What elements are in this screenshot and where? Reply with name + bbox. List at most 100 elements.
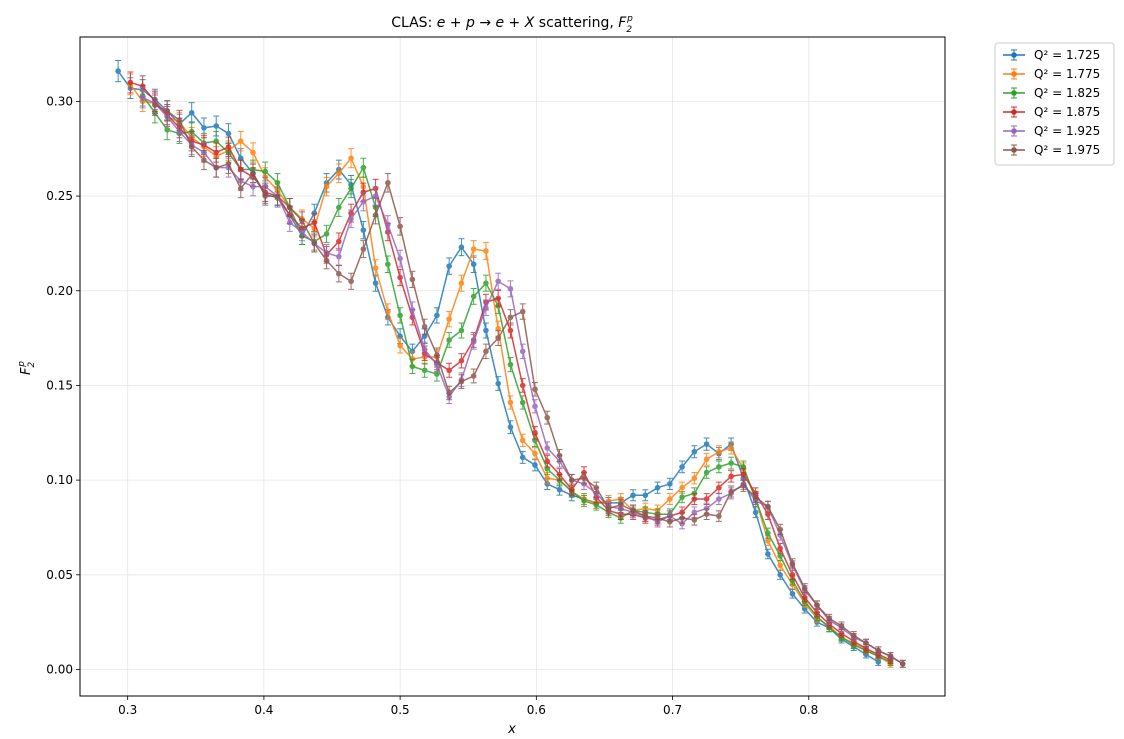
legend: Q² = 1.725 Q² = 1.775 Q² = 1.825 Q² = 1.875… [994,42,1115,166]
data-point [446,390,452,396]
data-point [470,293,477,300]
data-point [470,339,477,345]
data-point [765,537,771,544]
data-point [765,551,771,557]
data-point [446,263,452,269]
data-point [777,545,783,552]
data-point [336,170,342,177]
plot-frame [79,36,946,697]
data-point [495,295,501,302]
data-point [850,632,857,639]
data-point [863,640,869,646]
data-point [532,386,538,393]
data-point [250,149,256,156]
title-math: e + p → e + X [437,15,535,31]
legend-entry: Q² = 1.875 [1034,105,1100,119]
data-point [691,509,698,516]
title-sub: 2 [626,25,632,35]
data-point [421,346,428,353]
data-point [127,79,134,86]
data-point [507,286,514,292]
data-point [728,473,734,480]
data-point [691,517,698,523]
data-point [434,371,440,377]
data-point [409,306,416,313]
data-point [237,138,244,144]
data-point [642,513,649,519]
data-point [397,342,403,349]
data-point [188,109,195,116]
data-point [801,585,808,591]
data-point [458,244,465,250]
data-point [777,562,783,569]
data-point [139,94,146,101]
data-point [728,488,734,495]
data-point [691,448,698,455]
data-point [274,180,281,186]
data-point [446,367,452,374]
data-point [544,414,551,421]
data-point [336,253,342,260]
data-point [630,507,636,514]
y-tick-label: 0.30 [46,94,73,108]
y-tick-label: 0.10 [46,473,73,487]
legend-marker [1011,147,1017,153]
series-layer [115,59,906,668]
data-point [703,456,710,463]
x-axis-label: x [507,722,516,737]
data-point [360,164,367,171]
data-point [507,361,514,368]
data-point [728,460,734,466]
legend-marker [1011,90,1017,96]
y-tick-label: 0.15 [46,378,73,392]
data-point [703,511,710,518]
data-point [458,378,465,385]
x-tick-label: 0.4 [254,703,273,717]
data-point [667,481,673,487]
data-point [237,155,244,161]
data-point [556,486,563,493]
x-tick-label: 0.5 [391,703,410,717]
data-point [348,278,354,285]
data-point [421,333,428,340]
data-point [225,130,232,137]
data-point [838,623,845,629]
data-point [507,424,514,430]
data-point [372,193,379,199]
data-point [740,471,747,478]
data-point [299,217,305,224]
data-point [532,429,538,436]
data-point [556,452,563,459]
data-point [752,494,759,500]
data-point [667,518,673,525]
data-point [801,594,808,601]
data-point [348,155,354,161]
data-point [152,102,158,108]
y-axis-label: F2p [17,361,37,375]
data-point [495,278,501,285]
y-label-sub: 2 [27,361,37,367]
data-point [409,276,416,283]
data-point [262,168,269,175]
data-point [777,553,783,559]
data-point [519,454,526,461]
x-tick-label: 0.8 [799,703,818,717]
data-point [556,471,563,478]
data-point [654,484,661,491]
data-point [434,312,440,319]
data-point [311,219,318,226]
data-point [716,464,722,470]
chart-title: CLAS: e + p → e + X scattering, F2p [391,14,633,35]
data-point [372,280,379,286]
data-point [519,437,526,444]
data-point [716,484,722,491]
data-point [397,223,403,230]
x-tick-label: 0.6 [527,703,546,717]
data-point [470,246,477,252]
data-point [752,509,759,516]
data-point [213,164,220,171]
data-point [679,484,685,491]
data-point [532,450,538,457]
data-point [397,312,403,319]
